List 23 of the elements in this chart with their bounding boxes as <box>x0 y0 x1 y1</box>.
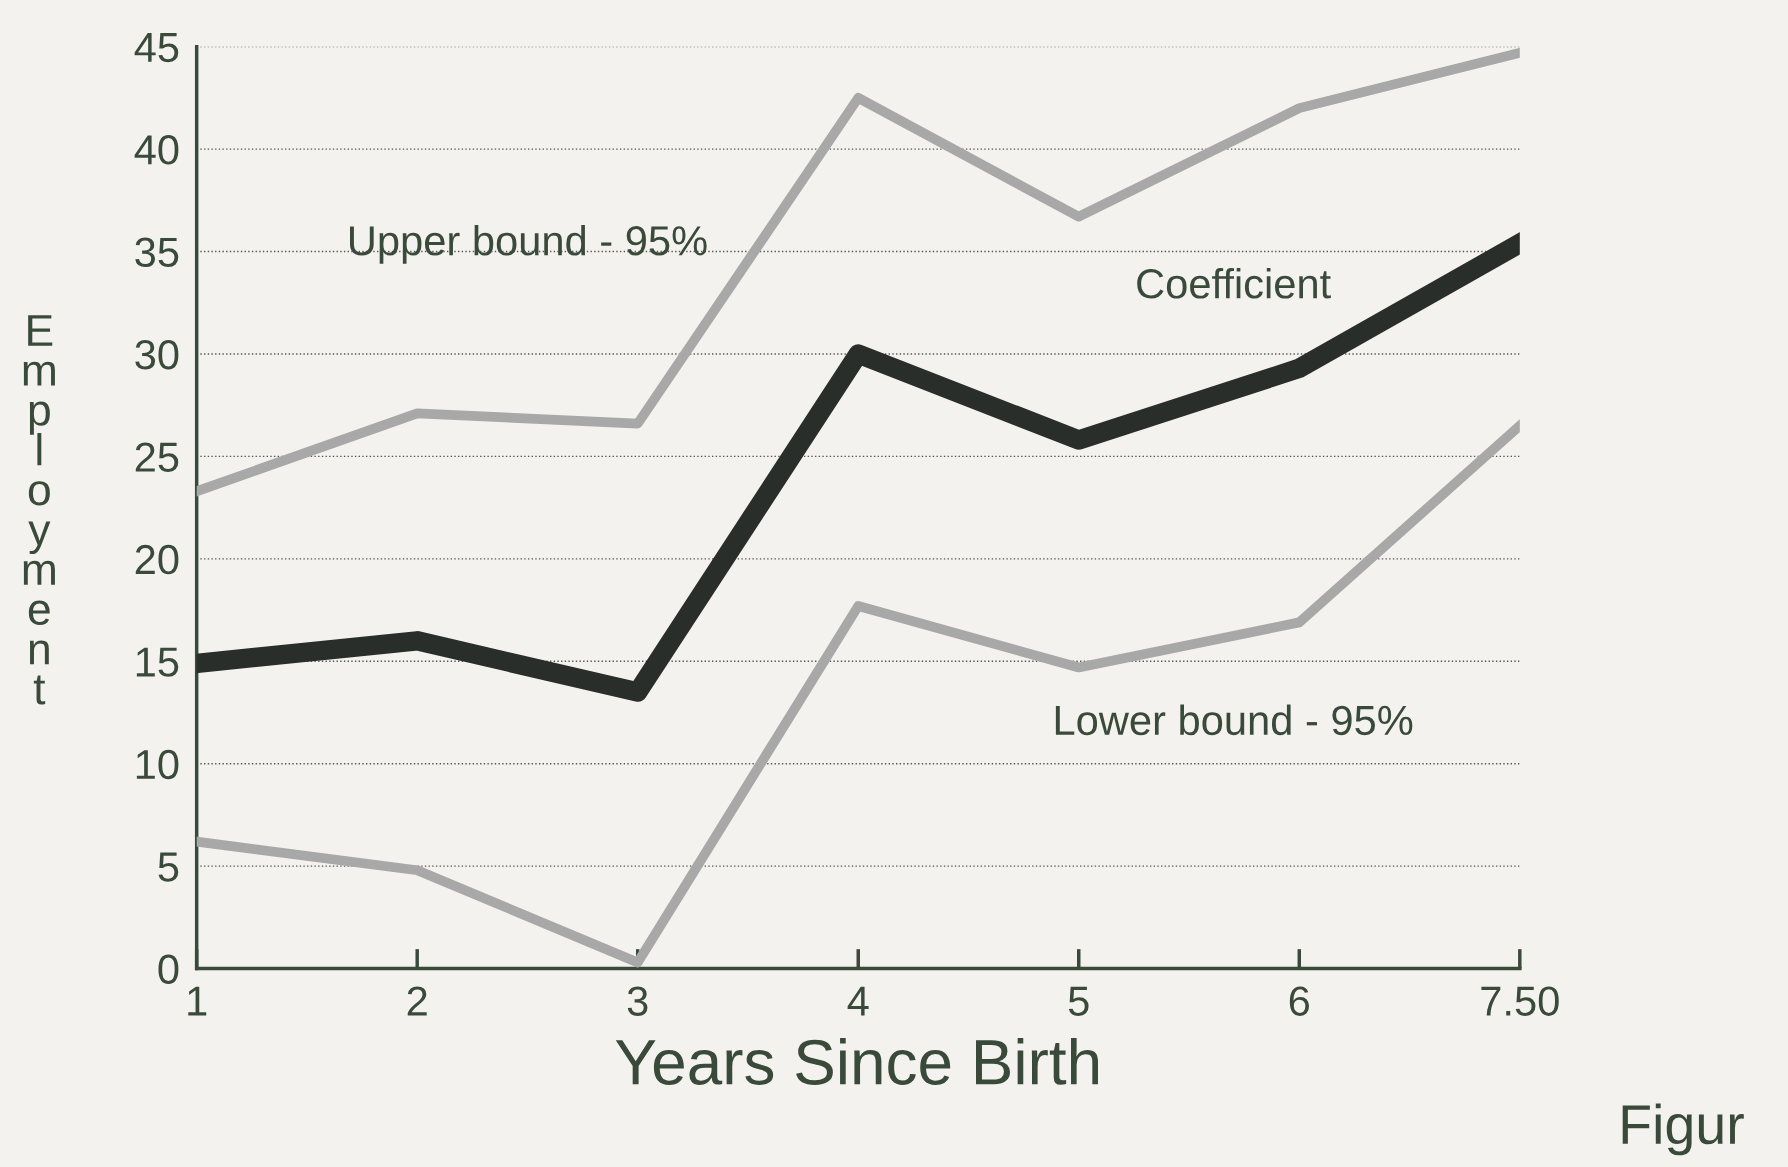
x-tick-label: 7.50 <box>1481 986 1559 1016</box>
y-tick-label: 45 <box>134 33 179 63</box>
x-tick-label: 4 <box>847 986 869 1016</box>
y-tick-label: 40 <box>134 135 179 165</box>
text: Figur <box>1622 1103 1744 1156</box>
y-tick-label: 10 <box>136 749 179 780</box>
series-label: Coefficient <box>1137 267 1331 299</box>
x-tick-label: 5 <box>1068 986 1089 1016</box>
x-axis-title: Years Since Birth <box>615 1038 1098 1085</box>
x-tick-label: 6 <box>1289 986 1310 1016</box>
series-label: Lower bound - 95% <box>1055 704 1413 736</box>
x-tick-label: 3 <box>627 986 648 1016</box>
series-label: Upper bound - 95% <box>350 224 707 264</box>
y-tick-label: 20 <box>135 544 179 575</box>
y-tick-label: 15 <box>136 647 179 677</box>
x-tick-label: 1 <box>188 986 207 1016</box>
y-tick-label: 0 <box>158 954 179 985</box>
text: Employment <box>23 315 55 705</box>
x-tick-label: 2 <box>407 986 427 1016</box>
y-tick-label: 25 <box>135 442 179 472</box>
y-tick-label: 30 <box>135 339 179 370</box>
y-tick-label: 5 <box>158 852 179 882</box>
y-tick-label: 35 <box>135 237 179 268</box>
